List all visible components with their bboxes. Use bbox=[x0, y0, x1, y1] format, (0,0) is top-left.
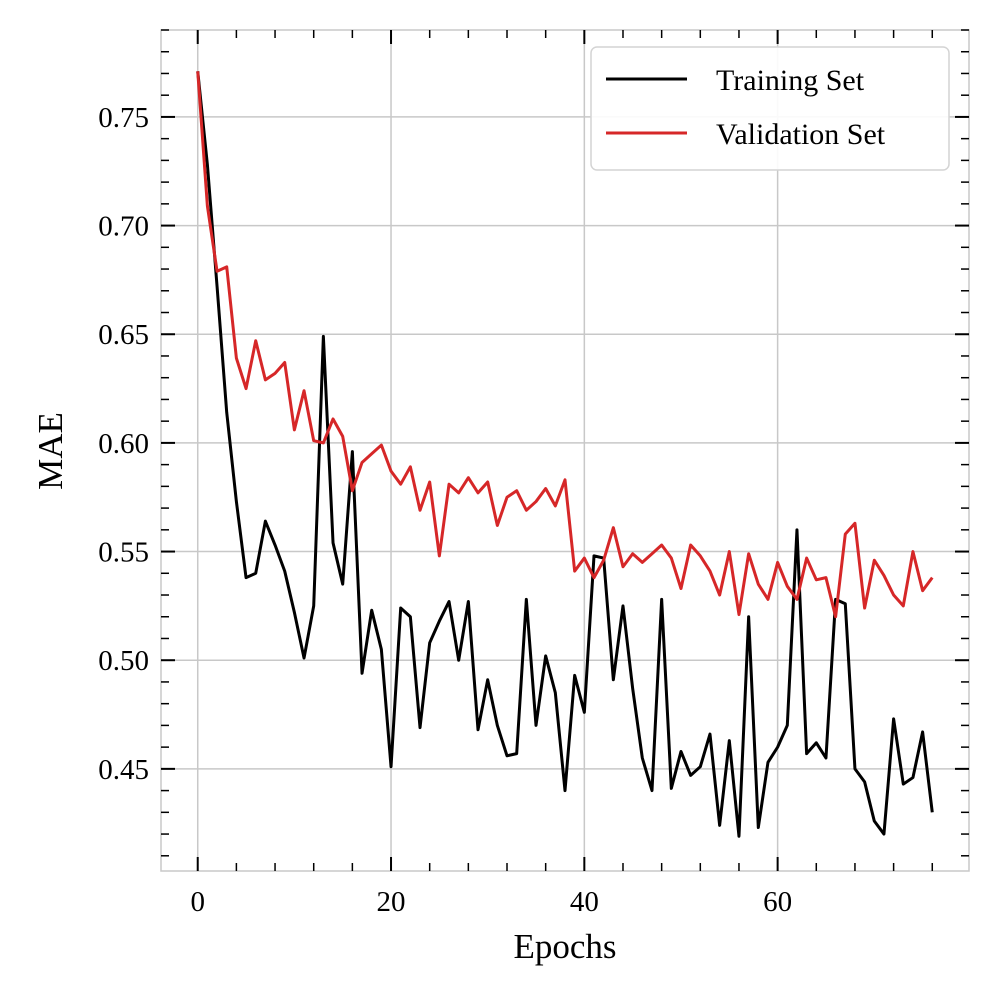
legend: Training Set Validation Set bbox=[590, 46, 950, 171]
x-tick-label: 60 bbox=[763, 886, 792, 918]
axis-ticks bbox=[161, 29, 969, 871]
legend-label-training: Training Set bbox=[716, 64, 865, 97]
series-line-validation bbox=[196, 71, 934, 619]
x-tick-label: 40 bbox=[570, 886, 599, 918]
y-tick-label: 0.60 bbox=[98, 428, 149, 460]
tick-labels: 0 20 40 60 0.45 0.50 0.55 0.60 0.65 0.70 0.75 bbox=[98, 102, 792, 918]
series-lines bbox=[196, 71, 934, 838]
y-tick-label: 0.55 bbox=[98, 537, 149, 569]
y-tick-label: 0.45 bbox=[98, 754, 149, 786]
x-axis-title: Epochs bbox=[513, 927, 616, 966]
y-tick-label: 0.50 bbox=[98, 645, 149, 677]
legend-label-validation: Validation Set bbox=[716, 118, 886, 151]
series-line-training bbox=[196, 71, 934, 838]
x-tick-label: 20 bbox=[377, 886, 406, 918]
y-tick-label: 0.70 bbox=[98, 211, 149, 243]
y-tick-label: 0.75 bbox=[98, 102, 149, 134]
x-tick-label: 0 bbox=[190, 886, 205, 918]
y-tick-label: 0.65 bbox=[98, 319, 149, 351]
plot-frame bbox=[160, 29, 970, 872]
y-axis-title: MAE bbox=[31, 412, 70, 490]
